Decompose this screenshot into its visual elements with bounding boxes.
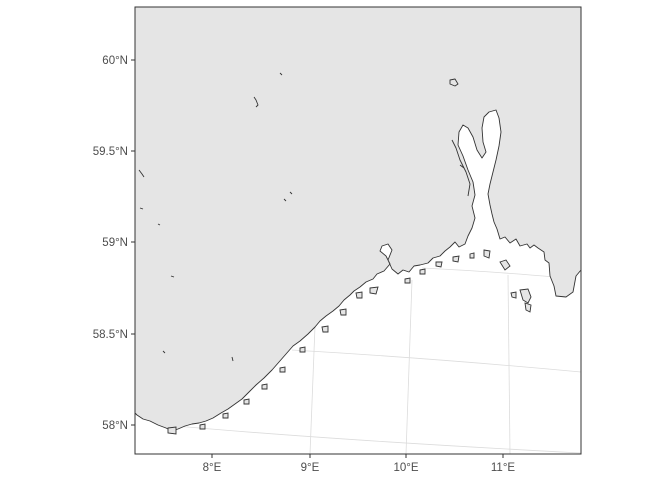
islet [524, 302, 532, 313]
graticule-lat-58-5 [291, 349, 582, 373]
y-tick-label: 59.5°N [93, 146, 128, 158]
lake [162, 350, 166, 354]
x-tick-label: 10°E [393, 462, 418, 474]
y-tick-label: 60°N [102, 55, 128, 67]
lake [459, 164, 465, 169]
lake [170, 275, 175, 278]
islet [519, 288, 532, 304]
islet [469, 252, 475, 259]
islet [299, 346, 306, 353]
graticule-lat-59 [421, 267, 555, 278]
islet [419, 268, 426, 275]
lake [449, 78, 459, 87]
lake [283, 198, 287, 202]
islet [339, 308, 347, 316]
graticule-lon-10 [405, 279, 413, 455]
lake [139, 207, 144, 210]
islet [369, 286, 379, 295]
lake [138, 169, 145, 178]
islet [435, 261, 443, 268]
x-tick-label: 9°E [301, 462, 320, 474]
islet [279, 366, 286, 373]
x-tick-label: 8°E [203, 462, 222, 474]
x-axis: 8°E 9°E 10°E 11°E [203, 454, 516, 474]
islet [261, 383, 268, 390]
islet [510, 291, 517, 299]
land-norway [134, 6, 582, 432]
lake [253, 96, 259, 108]
x-tick-label: 11°E [491, 462, 516, 474]
graticule-lat-58 [164, 424, 582, 454]
islet [452, 255, 460, 263]
islet [499, 259, 511, 271]
map-panel-border [134, 6, 582, 455]
lake [157, 223, 161, 226]
islet [167, 426, 177, 435]
oslofjord-shore-detail [451, 139, 471, 197]
graticule-lon-11 [507, 274, 511, 455]
islet [483, 249, 491, 259]
islet [199, 423, 206, 430]
lake [231, 356, 234, 362]
islet [355, 291, 363, 299]
y-axis: 58°N 58.5°N 59°N 59.5°N 60°N [93, 55, 135, 432]
y-tick-label: 58.5°N [93, 329, 128, 341]
islet [404, 277, 411, 284]
lake [279, 72, 283, 76]
y-tick-label: 58°N [102, 420, 128, 432]
inland-lakes [138, 72, 465, 362]
y-tick-label: 59°N [102, 237, 128, 249]
islet [222, 412, 229, 419]
coastal-islets [167, 249, 532, 435]
lake [289, 191, 293, 195]
islet [321, 325, 329, 333]
islet [243, 398, 250, 405]
